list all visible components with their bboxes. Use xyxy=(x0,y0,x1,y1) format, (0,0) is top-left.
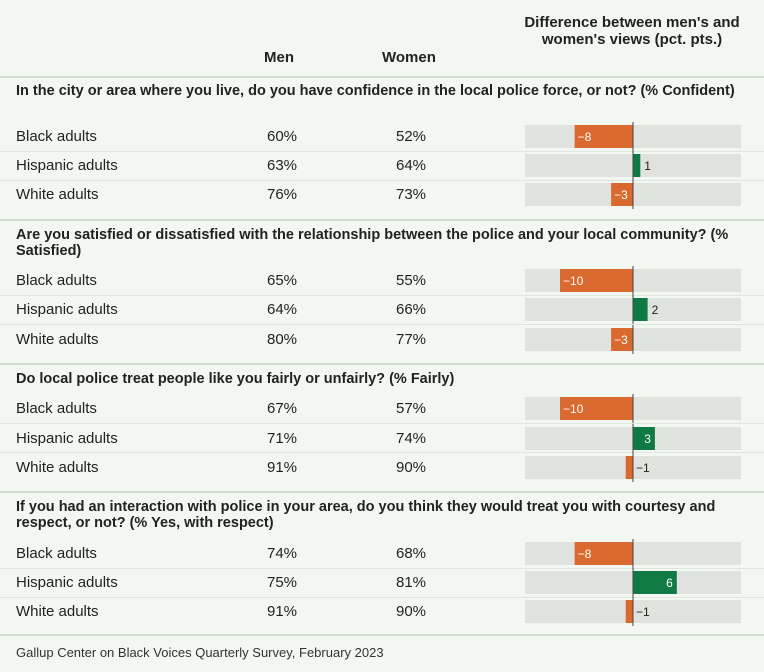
row-divider xyxy=(0,568,764,569)
row-divider xyxy=(0,324,764,325)
column-header-women: Women xyxy=(382,49,436,66)
diff-bar xyxy=(633,154,641,177)
group-label: Black adults xyxy=(16,400,97,417)
women-value: 66% xyxy=(396,301,427,318)
diff-bar xyxy=(625,600,633,623)
diff-label: −8 xyxy=(578,547,592,561)
men-value: 65% xyxy=(267,272,298,289)
diff-bar xyxy=(574,125,633,148)
men-value: 60% xyxy=(267,128,298,145)
row-divider xyxy=(0,295,764,296)
question-1-title: In the city or area where you live, do y… xyxy=(16,83,735,99)
men-value: 91% xyxy=(267,459,298,476)
diff-bar xyxy=(633,571,677,594)
women-value: 52% xyxy=(396,128,427,145)
women-value: 81% xyxy=(396,574,427,591)
header-divider xyxy=(0,76,764,78)
diff-label: 3 xyxy=(644,432,651,446)
women-value: 90% xyxy=(396,459,427,476)
section-divider xyxy=(0,363,764,365)
diff-label: −10 xyxy=(563,274,584,288)
diff-label: −1 xyxy=(636,605,650,619)
diff-label: 1 xyxy=(644,159,651,173)
women-value: 68% xyxy=(396,545,427,562)
question-3-title: Do local police treat people like you fa… xyxy=(16,371,455,387)
diff-label: −3 xyxy=(614,188,628,202)
row-divider xyxy=(0,180,764,181)
men-value: 63% xyxy=(267,157,298,174)
group-label: White adults xyxy=(16,331,99,348)
source-note: Gallup Center on Black Voices Quarterly … xyxy=(16,645,384,660)
women-value: 90% xyxy=(396,603,427,620)
group-label: Hispanic adults xyxy=(16,574,118,591)
table-row: White adults 76% 73% xyxy=(16,180,741,209)
group-label: White adults xyxy=(16,603,99,620)
diff-label: 2 xyxy=(652,303,659,317)
row-divider xyxy=(0,597,764,598)
group-label: Hispanic adults xyxy=(16,430,118,447)
row-divider xyxy=(0,151,764,152)
men-value: 80% xyxy=(267,331,298,348)
diff-bar xyxy=(560,269,633,292)
diff-bar xyxy=(560,397,633,420)
diff-label: −1 xyxy=(636,461,650,475)
group-label: Hispanic adults xyxy=(16,157,118,174)
question-4-title: If you had an interaction with police in… xyxy=(16,499,716,531)
diff-bar xyxy=(574,542,633,565)
women-value: 74% xyxy=(396,430,427,447)
section-divider xyxy=(0,219,764,221)
men-value: 75% xyxy=(267,574,298,591)
diff-bar xyxy=(625,456,633,479)
men-value: 76% xyxy=(267,186,298,203)
diff-label: 6 xyxy=(666,576,673,590)
women-value: 57% xyxy=(396,400,427,417)
column-header-men: Men xyxy=(264,49,294,66)
group-label: Black adults xyxy=(16,272,97,289)
row-divider xyxy=(0,452,764,453)
diff-label: −10 xyxy=(563,402,584,416)
group-label: White adults xyxy=(16,459,99,476)
group-label: Black adults xyxy=(16,545,97,562)
women-value: 73% xyxy=(396,186,427,203)
diff-label: −3 xyxy=(614,333,628,347)
column-header-difference: Difference between men's and women's vie… xyxy=(524,14,740,48)
question-2-title: Are you satisfied or dissatisfied with t… xyxy=(16,227,729,259)
diff-bar xyxy=(611,328,633,351)
row-divider xyxy=(0,423,764,424)
men-value: 91% xyxy=(267,603,298,620)
group-label: Black adults xyxy=(16,128,97,145)
women-value: 64% xyxy=(396,157,427,174)
group-label: White adults xyxy=(16,186,99,203)
section-divider xyxy=(0,491,764,493)
diff-bar xyxy=(611,183,633,206)
group-label: Hispanic adults xyxy=(16,301,118,318)
men-value: 74% xyxy=(267,545,298,562)
diff-label: −8 xyxy=(578,130,592,144)
men-value: 67% xyxy=(267,400,298,417)
men-value: 64% xyxy=(267,301,298,318)
women-value: 55% xyxy=(396,272,427,289)
diff-bar xyxy=(633,298,648,321)
diff-bar xyxy=(633,427,655,450)
section-divider xyxy=(0,634,764,636)
women-value: 77% xyxy=(396,331,427,348)
men-value: 71% xyxy=(267,430,298,447)
